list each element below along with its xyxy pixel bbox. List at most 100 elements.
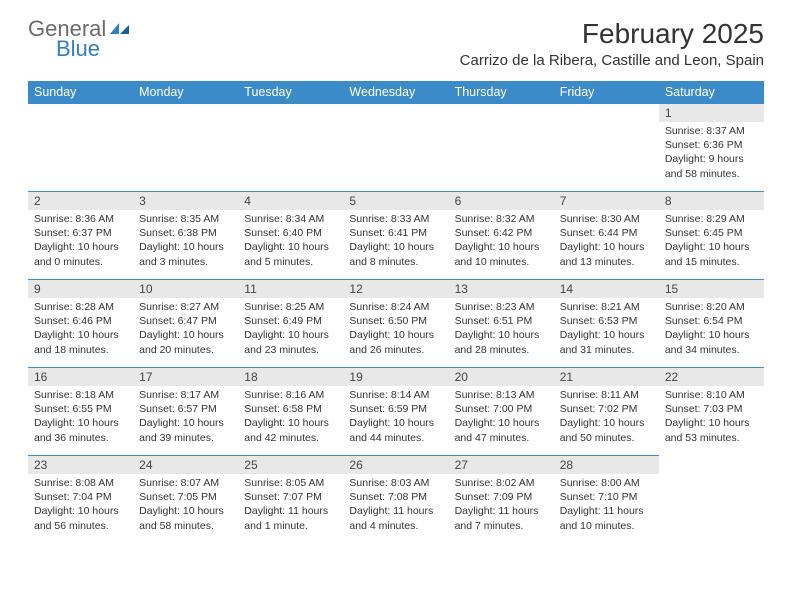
calendar-cell: 22Sunrise: 8:10 AMSunset: 7:03 PMDayligh… <box>659 368 764 456</box>
calendar-cell: 27Sunrise: 8:02 AMSunset: 7:09 PMDayligh… <box>449 456 554 544</box>
day-details: Sunrise: 8:34 AMSunset: 6:40 PMDaylight:… <box>238 210 343 273</box>
calendar-cell: 21Sunrise: 8:11 AMSunset: 7:02 PMDayligh… <box>554 368 659 456</box>
calendar-cell: 7Sunrise: 8:30 AMSunset: 6:44 PMDaylight… <box>554 192 659 280</box>
calendar-cell <box>28 104 133 192</box>
day-number: 5 <box>343 192 448 210</box>
calendar-cell: 26Sunrise: 8:03 AMSunset: 7:08 PMDayligh… <box>343 456 448 544</box>
calendar-cell: 6Sunrise: 8:32 AMSunset: 6:42 PMDaylight… <box>449 192 554 280</box>
calendar-cell <box>133 104 238 192</box>
calendar-cell: 15Sunrise: 8:20 AMSunset: 6:54 PMDayligh… <box>659 280 764 368</box>
calendar-cell <box>343 104 448 192</box>
calendar-cell: 14Sunrise: 8:21 AMSunset: 6:53 PMDayligh… <box>554 280 659 368</box>
day-number: 3 <box>133 192 238 210</box>
day-details: Sunrise: 8:27 AMSunset: 6:47 PMDaylight:… <box>133 298 238 361</box>
day-details: Sunrise: 8:17 AMSunset: 6:57 PMDaylight:… <box>133 386 238 449</box>
day-number: 24 <box>133 456 238 474</box>
day-number: 15 <box>659 280 764 298</box>
calendar-cell: 13Sunrise: 8:23 AMSunset: 6:51 PMDayligh… <box>449 280 554 368</box>
day-details: Sunrise: 8:36 AMSunset: 6:37 PMDaylight:… <box>28 210 133 273</box>
day-details: Sunrise: 8:00 AMSunset: 7:10 PMDaylight:… <box>554 474 659 537</box>
day-details: Sunrise: 8:29 AMSunset: 6:45 PMDaylight:… <box>659 210 764 273</box>
day-details: Sunrise: 8:25 AMSunset: 6:49 PMDaylight:… <box>238 298 343 361</box>
weekday-header: Friday <box>554 81 659 104</box>
calendar-table: SundayMondayTuesdayWednesdayThursdayFrid… <box>28 81 764 544</box>
day-details: Sunrise: 8:18 AMSunset: 6:55 PMDaylight:… <box>28 386 133 449</box>
day-number: 18 <box>238 368 343 386</box>
day-number: 7 <box>554 192 659 210</box>
calendar-row: 16Sunrise: 8:18 AMSunset: 6:55 PMDayligh… <box>28 368 764 456</box>
day-number: 10 <box>133 280 238 298</box>
weekday-header: Wednesday <box>343 81 448 104</box>
day-details: Sunrise: 8:03 AMSunset: 7:08 PMDaylight:… <box>343 474 448 537</box>
logo: GeneralBlue <box>28 18 132 60</box>
day-details: Sunrise: 8:33 AMSunset: 6:41 PMDaylight:… <box>343 210 448 273</box>
day-details: Sunrise: 8:14 AMSunset: 6:59 PMDaylight:… <box>343 386 448 449</box>
logo-word2: Blue <box>56 38 132 60</box>
logo-mark-icon <box>110 18 132 40</box>
calendar-cell: 4Sunrise: 8:34 AMSunset: 6:40 PMDaylight… <box>238 192 343 280</box>
calendar-cell: 24Sunrise: 8:07 AMSunset: 7:05 PMDayligh… <box>133 456 238 544</box>
calendar-cell: 28Sunrise: 8:00 AMSunset: 7:10 PMDayligh… <box>554 456 659 544</box>
day-details: Sunrise: 8:08 AMSunset: 7:04 PMDaylight:… <box>28 474 133 537</box>
day-number: 17 <box>133 368 238 386</box>
day-details: Sunrise: 8:07 AMSunset: 7:05 PMDaylight:… <box>133 474 238 537</box>
day-number: 28 <box>554 456 659 474</box>
calendar-cell: 11Sunrise: 8:25 AMSunset: 6:49 PMDayligh… <box>238 280 343 368</box>
title-block: February 2025 Carrizo de la Ribera, Cast… <box>460 18 764 69</box>
day-number: 9 <box>28 280 133 298</box>
day-number: 13 <box>449 280 554 298</box>
calendar-body: 1Sunrise: 8:37 AMSunset: 6:36 PMDaylight… <box>28 104 764 544</box>
calendar-cell: 23Sunrise: 8:08 AMSunset: 7:04 PMDayligh… <box>28 456 133 544</box>
calendar-row: 2Sunrise: 8:36 AMSunset: 6:37 PMDaylight… <box>28 192 764 280</box>
day-number: 26 <box>343 456 448 474</box>
day-number: 23 <box>28 456 133 474</box>
day-details: Sunrise: 8:16 AMSunset: 6:58 PMDaylight:… <box>238 386 343 449</box>
day-details: Sunrise: 8:20 AMSunset: 6:54 PMDaylight:… <box>659 298 764 361</box>
calendar-cell: 12Sunrise: 8:24 AMSunset: 6:50 PMDayligh… <box>343 280 448 368</box>
calendar-cell: 16Sunrise: 8:18 AMSunset: 6:55 PMDayligh… <box>28 368 133 456</box>
day-details: Sunrise: 8:35 AMSunset: 6:38 PMDaylight:… <box>133 210 238 273</box>
calendar-cell: 5Sunrise: 8:33 AMSunset: 6:41 PMDaylight… <box>343 192 448 280</box>
location: Carrizo de la Ribera, Castille and Leon,… <box>460 52 764 69</box>
day-details: Sunrise: 8:10 AMSunset: 7:03 PMDaylight:… <box>659 386 764 449</box>
day-details: Sunrise: 8:30 AMSunset: 6:44 PMDaylight:… <box>554 210 659 273</box>
month-title: February 2025 <box>460 18 764 50</box>
day-number: 16 <box>28 368 133 386</box>
calendar-cell: 25Sunrise: 8:05 AMSunset: 7:07 PMDayligh… <box>238 456 343 544</box>
day-details: Sunrise: 8:23 AMSunset: 6:51 PMDaylight:… <box>449 298 554 361</box>
day-details: Sunrise: 8:32 AMSunset: 6:42 PMDaylight:… <box>449 210 554 273</box>
day-number: 6 <box>449 192 554 210</box>
calendar-cell: 17Sunrise: 8:17 AMSunset: 6:57 PMDayligh… <box>133 368 238 456</box>
day-number: 27 <box>449 456 554 474</box>
day-number: 12 <box>343 280 448 298</box>
calendar-cell: 19Sunrise: 8:14 AMSunset: 6:59 PMDayligh… <box>343 368 448 456</box>
day-number: 1 <box>659 104 764 122</box>
day-details: Sunrise: 8:37 AMSunset: 6:36 PMDaylight:… <box>659 122 764 185</box>
weekday-header: Tuesday <box>238 81 343 104</box>
weekday-header-row: SundayMondayTuesdayWednesdayThursdayFrid… <box>28 81 764 104</box>
day-number: 25 <box>238 456 343 474</box>
calendar-cell: 10Sunrise: 8:27 AMSunset: 6:47 PMDayligh… <box>133 280 238 368</box>
weekday-header: Thursday <box>449 81 554 104</box>
calendar-cell: 9Sunrise: 8:28 AMSunset: 6:46 PMDaylight… <box>28 280 133 368</box>
calendar-row: 1Sunrise: 8:37 AMSunset: 6:36 PMDaylight… <box>28 104 764 192</box>
calendar-cell: 20Sunrise: 8:13 AMSunset: 7:00 PMDayligh… <box>449 368 554 456</box>
header: GeneralBlue February 2025 Carrizo de la … <box>0 0 792 73</box>
day-number: 20 <box>449 368 554 386</box>
day-details: Sunrise: 8:05 AMSunset: 7:07 PMDaylight:… <box>238 474 343 537</box>
calendar-cell <box>449 104 554 192</box>
calendar-cell: 8Sunrise: 8:29 AMSunset: 6:45 PMDaylight… <box>659 192 764 280</box>
weekday-header: Sunday <box>28 81 133 104</box>
calendar-cell: 3Sunrise: 8:35 AMSunset: 6:38 PMDaylight… <box>133 192 238 280</box>
day-details: Sunrise: 8:24 AMSunset: 6:50 PMDaylight:… <box>343 298 448 361</box>
day-details: Sunrise: 8:28 AMSunset: 6:46 PMDaylight:… <box>28 298 133 361</box>
calendar-cell <box>238 104 343 192</box>
day-number: 8 <box>659 192 764 210</box>
day-details: Sunrise: 8:13 AMSunset: 7:00 PMDaylight:… <box>449 386 554 449</box>
calendar-row: 9Sunrise: 8:28 AMSunset: 6:46 PMDaylight… <box>28 280 764 368</box>
calendar-row: 23Sunrise: 8:08 AMSunset: 7:04 PMDayligh… <box>28 456 764 544</box>
day-details: Sunrise: 8:11 AMSunset: 7:02 PMDaylight:… <box>554 386 659 449</box>
calendar-cell <box>554 104 659 192</box>
day-number: 2 <box>28 192 133 210</box>
weekday-header: Saturday <box>659 81 764 104</box>
